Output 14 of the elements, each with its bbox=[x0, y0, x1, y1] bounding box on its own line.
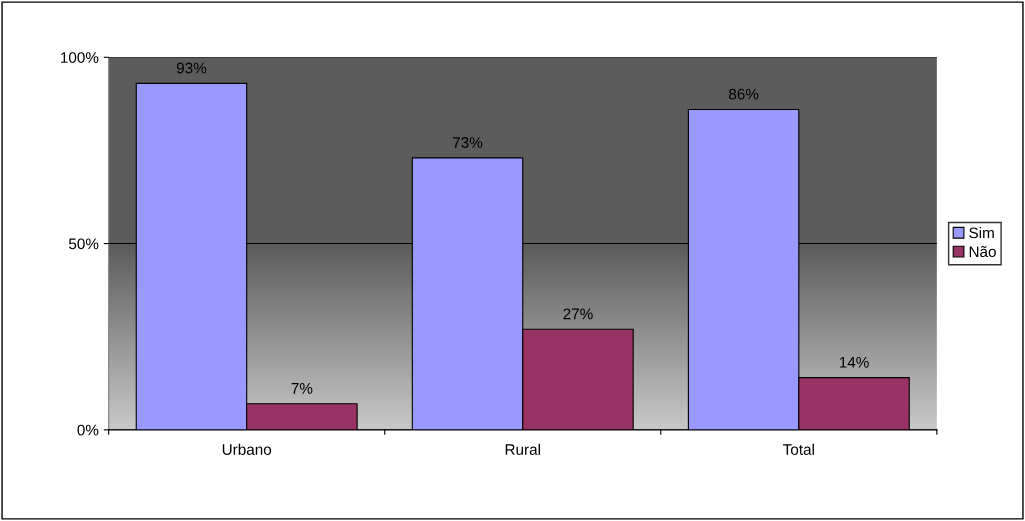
x-tick-label: Urbano bbox=[222, 443, 272, 455]
text: 86% bbox=[728, 88, 759, 100]
y-tick-label: 50% bbox=[68, 238, 99, 250]
legend-label: Não bbox=[969, 245, 996, 258]
text: 73% bbox=[453, 137, 483, 148]
legend-label: Sim bbox=[969, 227, 994, 239]
x-tick-label: Rural bbox=[505, 443, 540, 455]
text: 93% bbox=[176, 62, 207, 74]
x-tick-label: Total bbox=[783, 443, 814, 455]
y-tick-label: 100% bbox=[61, 52, 99, 63]
text: 14% bbox=[839, 356, 869, 368]
text: 7% bbox=[291, 383, 313, 394]
text: 27% bbox=[563, 308, 593, 320]
y-tick-label: 0% bbox=[77, 424, 99, 436]
